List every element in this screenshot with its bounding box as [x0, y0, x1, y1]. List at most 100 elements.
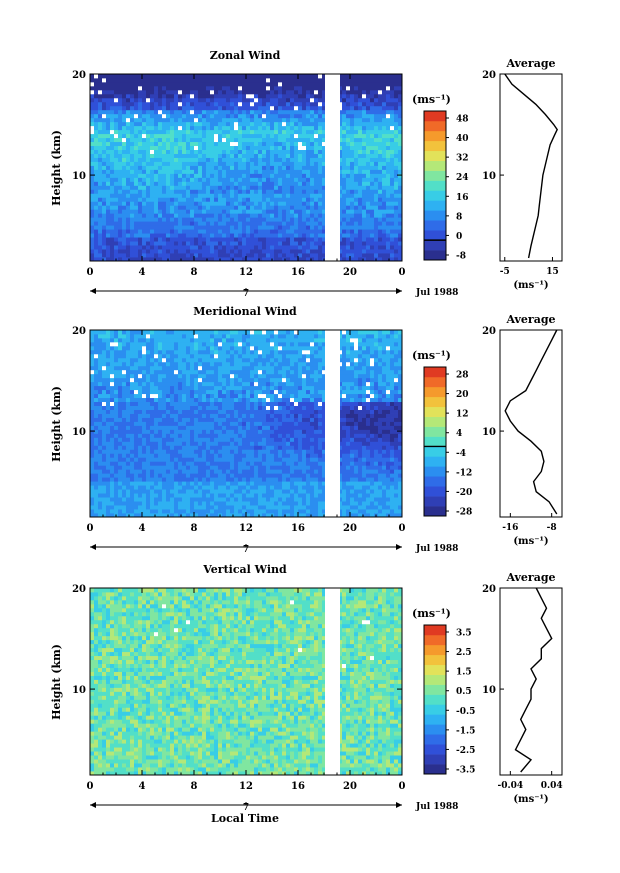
- heatmap-cell: [90, 337, 95, 343]
- heatmap-cell: [162, 221, 167, 226]
- heatmap-cell: [310, 177, 315, 182]
- heatmap-cell: [250, 229, 255, 234]
- heatmap-cell: [266, 225, 271, 230]
- heatmap-cell: [126, 497, 131, 502]
- heatmap-cell: [342, 213, 347, 218]
- heatmap-cell: [146, 489, 151, 494]
- heatmap-cell: [170, 197, 175, 202]
- heatmap-cell: [166, 505, 171, 510]
- heatmap-cell: [290, 85, 295, 91]
- heatmap-cell: [342, 109, 347, 115]
- heatmap-cell: [162, 113, 167, 119]
- heatmap-cell: [310, 129, 315, 135]
- heatmap-cell: [314, 137, 319, 143]
- heatmap-cell: [142, 509, 147, 514]
- heatmap-cell: [158, 365, 163, 371]
- heatmap-cell: [166, 345, 171, 351]
- heatmap-cell: [346, 129, 351, 135]
- heatmap-cell: [238, 257, 243, 262]
- heatmap-cell: [206, 129, 211, 135]
- heatmap-cell: [366, 201, 371, 206]
- heatmap-cell: [218, 165, 223, 170]
- heatmap-cell: [346, 137, 351, 143]
- heatmap-cell: [98, 509, 103, 514]
- heatmap-cell: [226, 165, 231, 170]
- heatmap-cell: [294, 193, 299, 198]
- heatmap-cell: [310, 77, 315, 83]
- heatmap-cell: [166, 361, 171, 367]
- heatmap-cell: [134, 449, 139, 454]
- heatmap-cell: [110, 177, 115, 182]
- heatmap-cell: [138, 353, 143, 359]
- heatmap-cell: [338, 105, 343, 111]
- heatmap-cell: [190, 213, 195, 218]
- heatmap-cell: [106, 241, 111, 246]
- heatmap-cell: [110, 81, 115, 87]
- heatmap-cell: [206, 85, 211, 91]
- heatmap-cell: [126, 473, 131, 478]
- heatmap-cell: [178, 341, 183, 347]
- heatmap-cell: [130, 505, 135, 510]
- heatmap-cell: [358, 177, 363, 182]
- heatmap-cell: [110, 413, 115, 418]
- heatmap-cell: [134, 221, 139, 226]
- heatmap-cell: [306, 97, 311, 103]
- heatmap-cell: [394, 93, 399, 99]
- heatmap-cell: [194, 185, 199, 190]
- heatmap-cell: [182, 421, 187, 426]
- heatmap-cell: [306, 249, 311, 254]
- heatmap-cell: [162, 473, 167, 478]
- heatmap-cell: [90, 349, 95, 355]
- heatmap-cell: [98, 369, 103, 375]
- heatmap-cell: [110, 401, 115, 406]
- heatmap-cell: [350, 81, 355, 87]
- heatmap-cell: [390, 77, 395, 83]
- heatmap-cell: [230, 173, 235, 178]
- heatmap-cell: [182, 217, 187, 222]
- heatmap-cell: [94, 257, 99, 262]
- heatmap-cell: [390, 237, 395, 242]
- heatmap-cell: [222, 201, 227, 206]
- heatmap-cell: [166, 101, 171, 107]
- heatmap-cell: [254, 89, 259, 95]
- heatmap-cell: [154, 213, 159, 218]
- heatmap-cell: [270, 217, 275, 222]
- heatmap-cell: [158, 105, 163, 111]
- heatmap-cell: [238, 113, 243, 119]
- heatmap-cell: [122, 217, 127, 222]
- heatmap-cell: [142, 197, 147, 202]
- heatmap-cell: [194, 241, 199, 246]
- heatmap-cell: [102, 501, 107, 506]
- heatmap-cell: [114, 389, 119, 395]
- heatmap-cell: [174, 501, 179, 506]
- heatmap-cell: [394, 129, 399, 135]
- heatmap-cell: [138, 401, 143, 406]
- heatmap-cell: [374, 117, 379, 123]
- heatmap-cell: [202, 241, 207, 246]
- heatmap-cell: [318, 117, 323, 123]
- heatmap-cell: [206, 253, 211, 258]
- heatmap-cell: [350, 217, 355, 222]
- heatmap-cell: [134, 345, 139, 351]
- heatmap-cell: [146, 185, 151, 190]
- heatmap-cell: [102, 473, 107, 478]
- heatmap-cell: [170, 221, 175, 226]
- heatmap-cell: [286, 205, 291, 210]
- heatmap-cell: [258, 77, 263, 83]
- heatmap-cell: [262, 205, 267, 210]
- heatmap-cell: [366, 233, 371, 238]
- heatmap-cell: [254, 205, 259, 210]
- heatmap-cell: [106, 141, 111, 147]
- heatmap-cell: [378, 121, 383, 127]
- heatmap-cell: [398, 133, 403, 139]
- heatmap-cell: [234, 165, 239, 170]
- heatmap-cell: [158, 249, 163, 254]
- heatmap-cell: [134, 113, 139, 119]
- heatmap-cell: [162, 461, 167, 466]
- heatmap-cell: [258, 225, 263, 230]
- heatmap-cell: [122, 465, 127, 470]
- heatmap-cell: [270, 225, 275, 230]
- heatmap-cell: [390, 209, 395, 214]
- heatmap-cell: [166, 330, 171, 335]
- heatmap-cell: [170, 117, 175, 123]
